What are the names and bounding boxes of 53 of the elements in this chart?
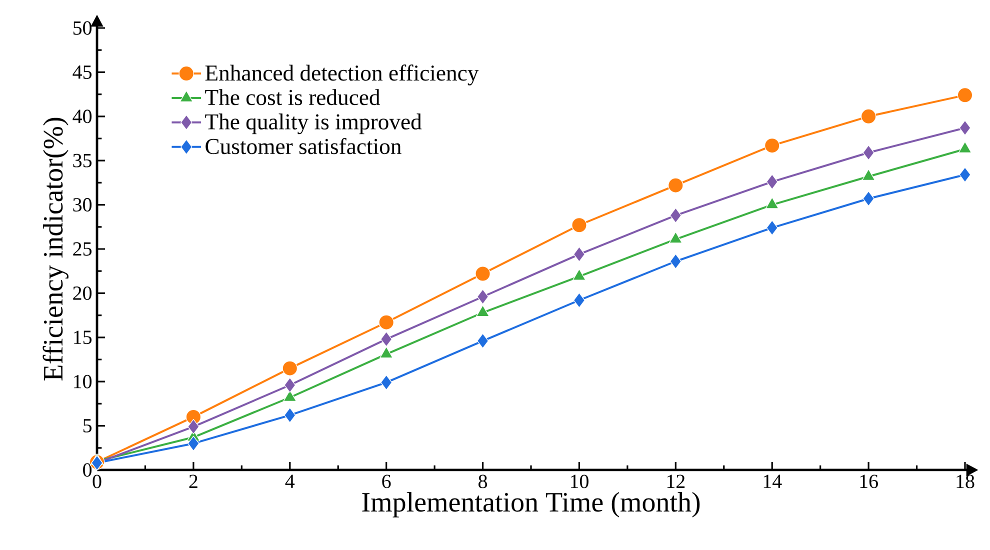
y-tick-label: 40 (72, 110, 92, 124)
x-tick-label: 10 (570, 474, 588, 488)
x-axis-title: Implementation Time (month) (362, 492, 700, 518)
point (862, 190, 874, 206)
x-tick-label: 6 (382, 474, 391, 488)
legend-label: The cost is reduced (205, 89, 380, 106)
point (670, 254, 682, 270)
point (284, 377, 296, 393)
y-tick-label: 50 (73, 21, 92, 35)
point (380, 374, 392, 390)
point (476, 289, 489, 304)
point (476, 333, 489, 349)
x-tick-label: 4 (285, 474, 295, 488)
point (378, 314, 394, 330)
x-tick-label: 12 (667, 474, 685, 488)
y-tick-label: 35 (73, 154, 92, 168)
point (957, 88, 973, 103)
x-tick-label: 2 (189, 474, 198, 488)
point (380, 331, 392, 347)
point (764, 138, 780, 154)
point (766, 220, 778, 236)
x-tick-label: 18 (956, 474, 974, 488)
y-axis-title: Efficiency indicator(%) (42, 118, 68, 380)
y-tick-label: 30 (73, 198, 92, 212)
point (475, 266, 490, 282)
x-tick-label: 16 (860, 474, 878, 488)
y-tick-label: 25 (73, 242, 92, 256)
point (670, 208, 682, 224)
y-tick-label: 5 (83, 419, 92, 432)
point (862, 144, 874, 160)
point (284, 408, 296, 423)
y-tick-label: 45 (72, 66, 92, 79)
point (188, 436, 200, 452)
legend-label: Customer satisfaction (206, 138, 402, 154)
point (766, 174, 778, 190)
y-tick-label: 15 (74, 330, 92, 344)
point (668, 178, 684, 194)
x-tick-label: 14 (764, 474, 782, 488)
point (572, 217, 587, 233)
x-tick-label: 8 (478, 474, 488, 488)
point (282, 360, 298, 376)
legend-label: Enhanced detection efficiency (205, 64, 479, 86)
legend-label: The quality is improved (205, 114, 422, 134)
point (573, 292, 586, 308)
x-tick-label: 0 (92, 474, 102, 488)
y-tick-label: 20 (73, 286, 92, 300)
point (573, 246, 586, 262)
point (860, 108, 876, 124)
point (959, 120, 971, 136)
point (188, 419, 200, 434)
y-tick-label: 0 (83, 463, 92, 477)
y-tick-label: 10 (74, 374, 92, 388)
point (959, 167, 971, 182)
